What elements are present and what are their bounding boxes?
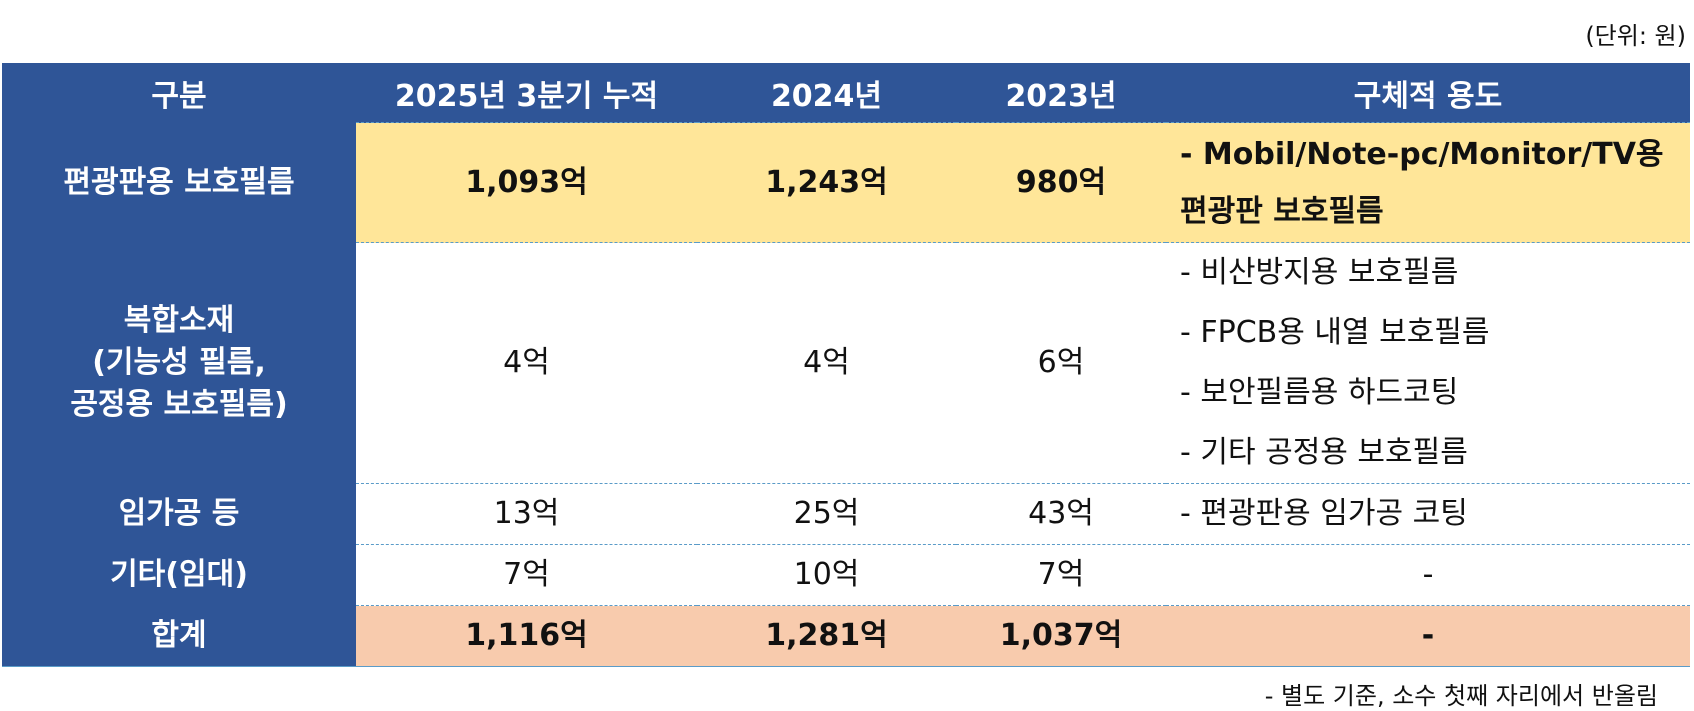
revenue-table: 구분 2025년 3분기 누적 2024년 2023년 구체적 용도 편광판용 보호필름… <box>2 63 1690 667</box>
value-cell: 4억 <box>356 242 697 484</box>
usage-cell: - <box>1166 605 1690 667</box>
value-cell: 1,243억 <box>697 122 956 243</box>
cell-text: 25억 <box>793 496 860 531</box>
cell-text: - 비산방지용 보호필름 <box>1180 255 1459 290</box>
table-row: 기타(임대) 7억 10억 7억 - <box>2 544 1690 606</box>
cell-text: 4억 <box>803 345 850 380</box>
usage-cell: - 비산방지용 보호필름 - FPCB용 내열 보호필름 - 보안필름용 하드코팅 -… <box>1166 242 1690 484</box>
value-cell: 10억 <box>697 544 956 606</box>
cell-text: 7억 <box>503 557 550 592</box>
table-row: 임가공 등 13억 25억 43억 - 편광판용 임가공 코팅 <box>2 483 1690 545</box>
table-row: 편광판용 보호필름 1,093억 1,243억 980억 - Mobil/Note-pc… <box>2 122 1690 243</box>
value-cell: 1,093억 <box>356 122 697 243</box>
footnote: - 별도 기준, 소수 첫째 자리에서 반올림 <box>1264 682 1658 710</box>
row-header: 임가공 등 <box>2 483 356 545</box>
row-header: 합계 <box>2 605 356 667</box>
column-header: 2025년 3분기 누적 <box>356 63 697 123</box>
cell-text: 편광판 보호필름 <box>1180 193 1384 229</box>
column-header: 2024년 <box>697 63 956 123</box>
value-cell: 1,116억 <box>356 605 697 667</box>
cell-text: 1,116억 <box>465 618 588 653</box>
cell-text: - FPCB용 내열 보호필름 <box>1180 315 1490 350</box>
table-body: 편광판용 보호필름 1,093억 1,243억 980억 - Mobil/Note-pc… <box>2 122 1690 667</box>
cell-text: - 보안필름용 하드코팅 <box>1180 375 1459 410</box>
cell-text: 980억 <box>1015 164 1107 200</box>
header-row: 구분 2025년 3분기 누적 2024년 2023년 구체적 용도 <box>2 63 1690 123</box>
value-cell: 1,281억 <box>697 605 956 667</box>
cell-text: 7억 <box>1037 557 1085 592</box>
table-row: 복합소재 (기능성 필름, 공정용 보호필름) 4억 4억 6억 - 비산방지용 보호필름 -… <box>2 242 1690 484</box>
value-cell: 7억 <box>356 544 697 606</box>
column-header: 2023년 <box>956 63 1166 123</box>
column-header: 구분 <box>2 63 356 123</box>
row-header: 복합소재 (기능성 필름, 공정용 보호필름) <box>2 242 356 484</box>
cell-text: 13억 <box>493 496 560 531</box>
cell-text: 43억 <box>1028 496 1094 531</box>
value-cell: 25억 <box>697 483 956 545</box>
cell-text: - <box>1422 557 1434 592</box>
cell-text: 1,281억 <box>765 618 888 653</box>
value-cell: 7억 <box>956 544 1166 606</box>
cell-text: 복합소재 <box>123 303 235 338</box>
value-cell: 980억 <box>956 122 1166 243</box>
cell-text: 4억 <box>503 345 550 380</box>
unit-label: (단위: 원) <box>1585 22 1686 50</box>
cell-text: 1,093억 <box>465 164 588 200</box>
value-cell: 6억 <box>956 242 1166 484</box>
cell-text: 임가공 등 <box>118 496 240 531</box>
cell-text: 10억 <box>793 557 860 592</box>
usage-cell: - <box>1166 544 1690 606</box>
value-cell: 13억 <box>356 483 697 545</box>
value-cell: 1,037억 <box>956 605 1166 667</box>
cell-text: - <box>1421 618 1435 653</box>
cell-text: 1,037억 <box>999 618 1123 653</box>
row-header: 기타(임대) <box>2 544 356 606</box>
cell-text: 1,243억 <box>765 164 888 200</box>
cell-text: 6억 <box>1037 345 1085 380</box>
column-header: 구체적 용도 <box>1166 63 1690 123</box>
cell-text: 공정용 보호필름) <box>70 387 288 422</box>
value-cell: 43억 <box>956 483 1166 545</box>
usage-cell: - 편광판용 임가공 코팅 <box>1166 483 1690 545</box>
cell-text: 합계 <box>151 617 207 653</box>
cell-text: (기능성 필름, <box>92 345 266 380</box>
table-row: 합계 1,116억 1,281억 1,037억 - <box>2 605 1690 667</box>
value-cell: 4억 <box>697 242 956 484</box>
cell-text: - 편광판용 임가공 코팅 <box>1180 496 1468 531</box>
cell-text: 기타(임대) <box>110 557 248 592</box>
cell-text: 편광판용 보호필름 <box>63 164 295 200</box>
row-header: 편광판용 보호필름 <box>2 122 356 243</box>
cell-text: - 기타 공정용 보호필름 <box>1180 435 1468 470</box>
cell-text: - Mobil/Note-pc/Monitor/TV용 <box>1180 136 1664 172</box>
